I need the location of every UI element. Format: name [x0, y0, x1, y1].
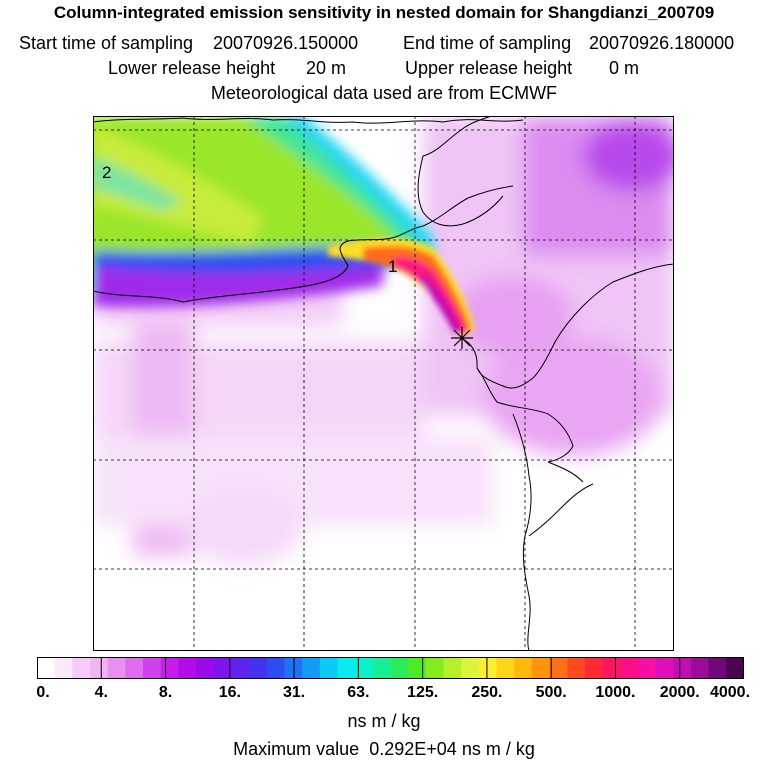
colorbar-cell	[708, 657, 727, 679]
colorbar-cell	[337, 657, 356, 679]
colorbar-cell	[443, 657, 462, 679]
colorbar-cell	[90, 657, 109, 679]
colorbar-cell	[620, 657, 639, 679]
maximum-label: Maximum value	[233, 739, 360, 759]
colorbar-cell	[249, 657, 268, 679]
colorbar-cell	[72, 657, 91, 679]
colorbar-tick-label: 8.	[158, 684, 173, 701]
lower-release-value: 20 m	[306, 58, 347, 78]
colorbar-cell	[143, 657, 162, 679]
maximum-units: ns m / kg	[461, 739, 535, 759]
colorbar-cell	[549, 657, 568, 679]
colorbar-tick-label: 250.	[471, 684, 503, 701]
colorbar-tick-label: 125.	[407, 684, 439, 701]
end-time-label: End time of sampling	[403, 33, 572, 53]
colorbar-cell	[37, 657, 56, 679]
colorbar-cell	[673, 657, 692, 679]
colorbar-cell	[584, 657, 604, 679]
met-data-note: Meteorological data used are from ECMWF	[210, 83, 558, 103]
colorbar-cell	[726, 657, 744, 679]
colorbar-cell	[302, 657, 321, 679]
colorbar-cell	[655, 657, 674, 679]
colorbar-tick-label: 1000.	[595, 684, 636, 701]
start-time-value: 20070926.150000	[213, 33, 359, 53]
colorbar-cell	[107, 657, 126, 679]
colorbar	[37, 657, 744, 679]
coastlines	[93, 116, 674, 651]
colorbar-cell	[390, 657, 409, 679]
colorbar-cell	[567, 657, 586, 679]
colorbar-cell	[372, 657, 392, 679]
graticule	[93, 116, 674, 651]
colorbar-tick-label: 0.	[36, 684, 50, 701]
colorbar-cell	[461, 657, 480, 679]
colorbar-cell	[531, 657, 551, 679]
lower-release-label: Lower release height	[108, 58, 276, 78]
colorbar-cell	[355, 657, 374, 679]
colorbar-cell	[160, 657, 180, 679]
map-border	[93, 116, 674, 651]
colorbar-cell	[54, 657, 73, 679]
colorbar-cell	[196, 657, 215, 679]
colorbar-tick-label: 4000.	[709, 684, 751, 701]
maximum-value-line: Maximum value 0.292E+04 ns m / kg	[0, 739, 768, 760]
colorbar-cell	[266, 657, 286, 679]
colorbar-tick-label: 500.	[535, 684, 567, 701]
sensitivity-map: 1 2	[93, 116, 674, 651]
upper-release-value: 0 m	[609, 58, 640, 78]
colorbar-border	[37, 657, 744, 679]
upper-release-label: Upper release height	[405, 58, 573, 78]
figure-title: Column-integrated emission sensitivity i…	[53, 3, 715, 22]
colorbar-tick-label: 16.	[218, 684, 241, 701]
receptor-site-star	[451, 327, 473, 349]
colorbar-cell	[425, 657, 445, 679]
start-time-label: Start time of sampling	[19, 33, 194, 53]
colorbar-cell	[602, 657, 621, 679]
colorbar-cell	[514, 657, 533, 679]
colorbar-tick-label: 63.	[347, 684, 370, 701]
plume-core	[328, 238, 475, 338]
colorbar-cell	[690, 657, 710, 679]
marker-label-1: 1	[388, 257, 397, 276]
end-time-value: 20070926.180000	[589, 33, 735, 53]
colorbar-tick-label: 4.	[94, 684, 108, 701]
colorbar-cell	[213, 657, 233, 679]
colorbar-cell	[478, 657, 498, 679]
colorbar-cell	[408, 657, 427, 679]
colorbar-units: ns m / kg	[347, 711, 421, 731]
colorbar-cell	[178, 657, 197, 679]
colorbar-cell	[125, 657, 144, 679]
maximum-value: 0.292E+04	[369, 739, 457, 759]
colorbar-cell	[319, 657, 339, 679]
colorbar-tick-label: 31.	[282, 684, 306, 701]
colorbar-cell	[637, 657, 657, 679]
colorbar-cell	[231, 657, 250, 679]
colorbar-tick-label: 2000.	[659, 684, 700, 701]
marker-label-2: 2	[102, 163, 111, 182]
colorbar-cell	[496, 657, 515, 679]
